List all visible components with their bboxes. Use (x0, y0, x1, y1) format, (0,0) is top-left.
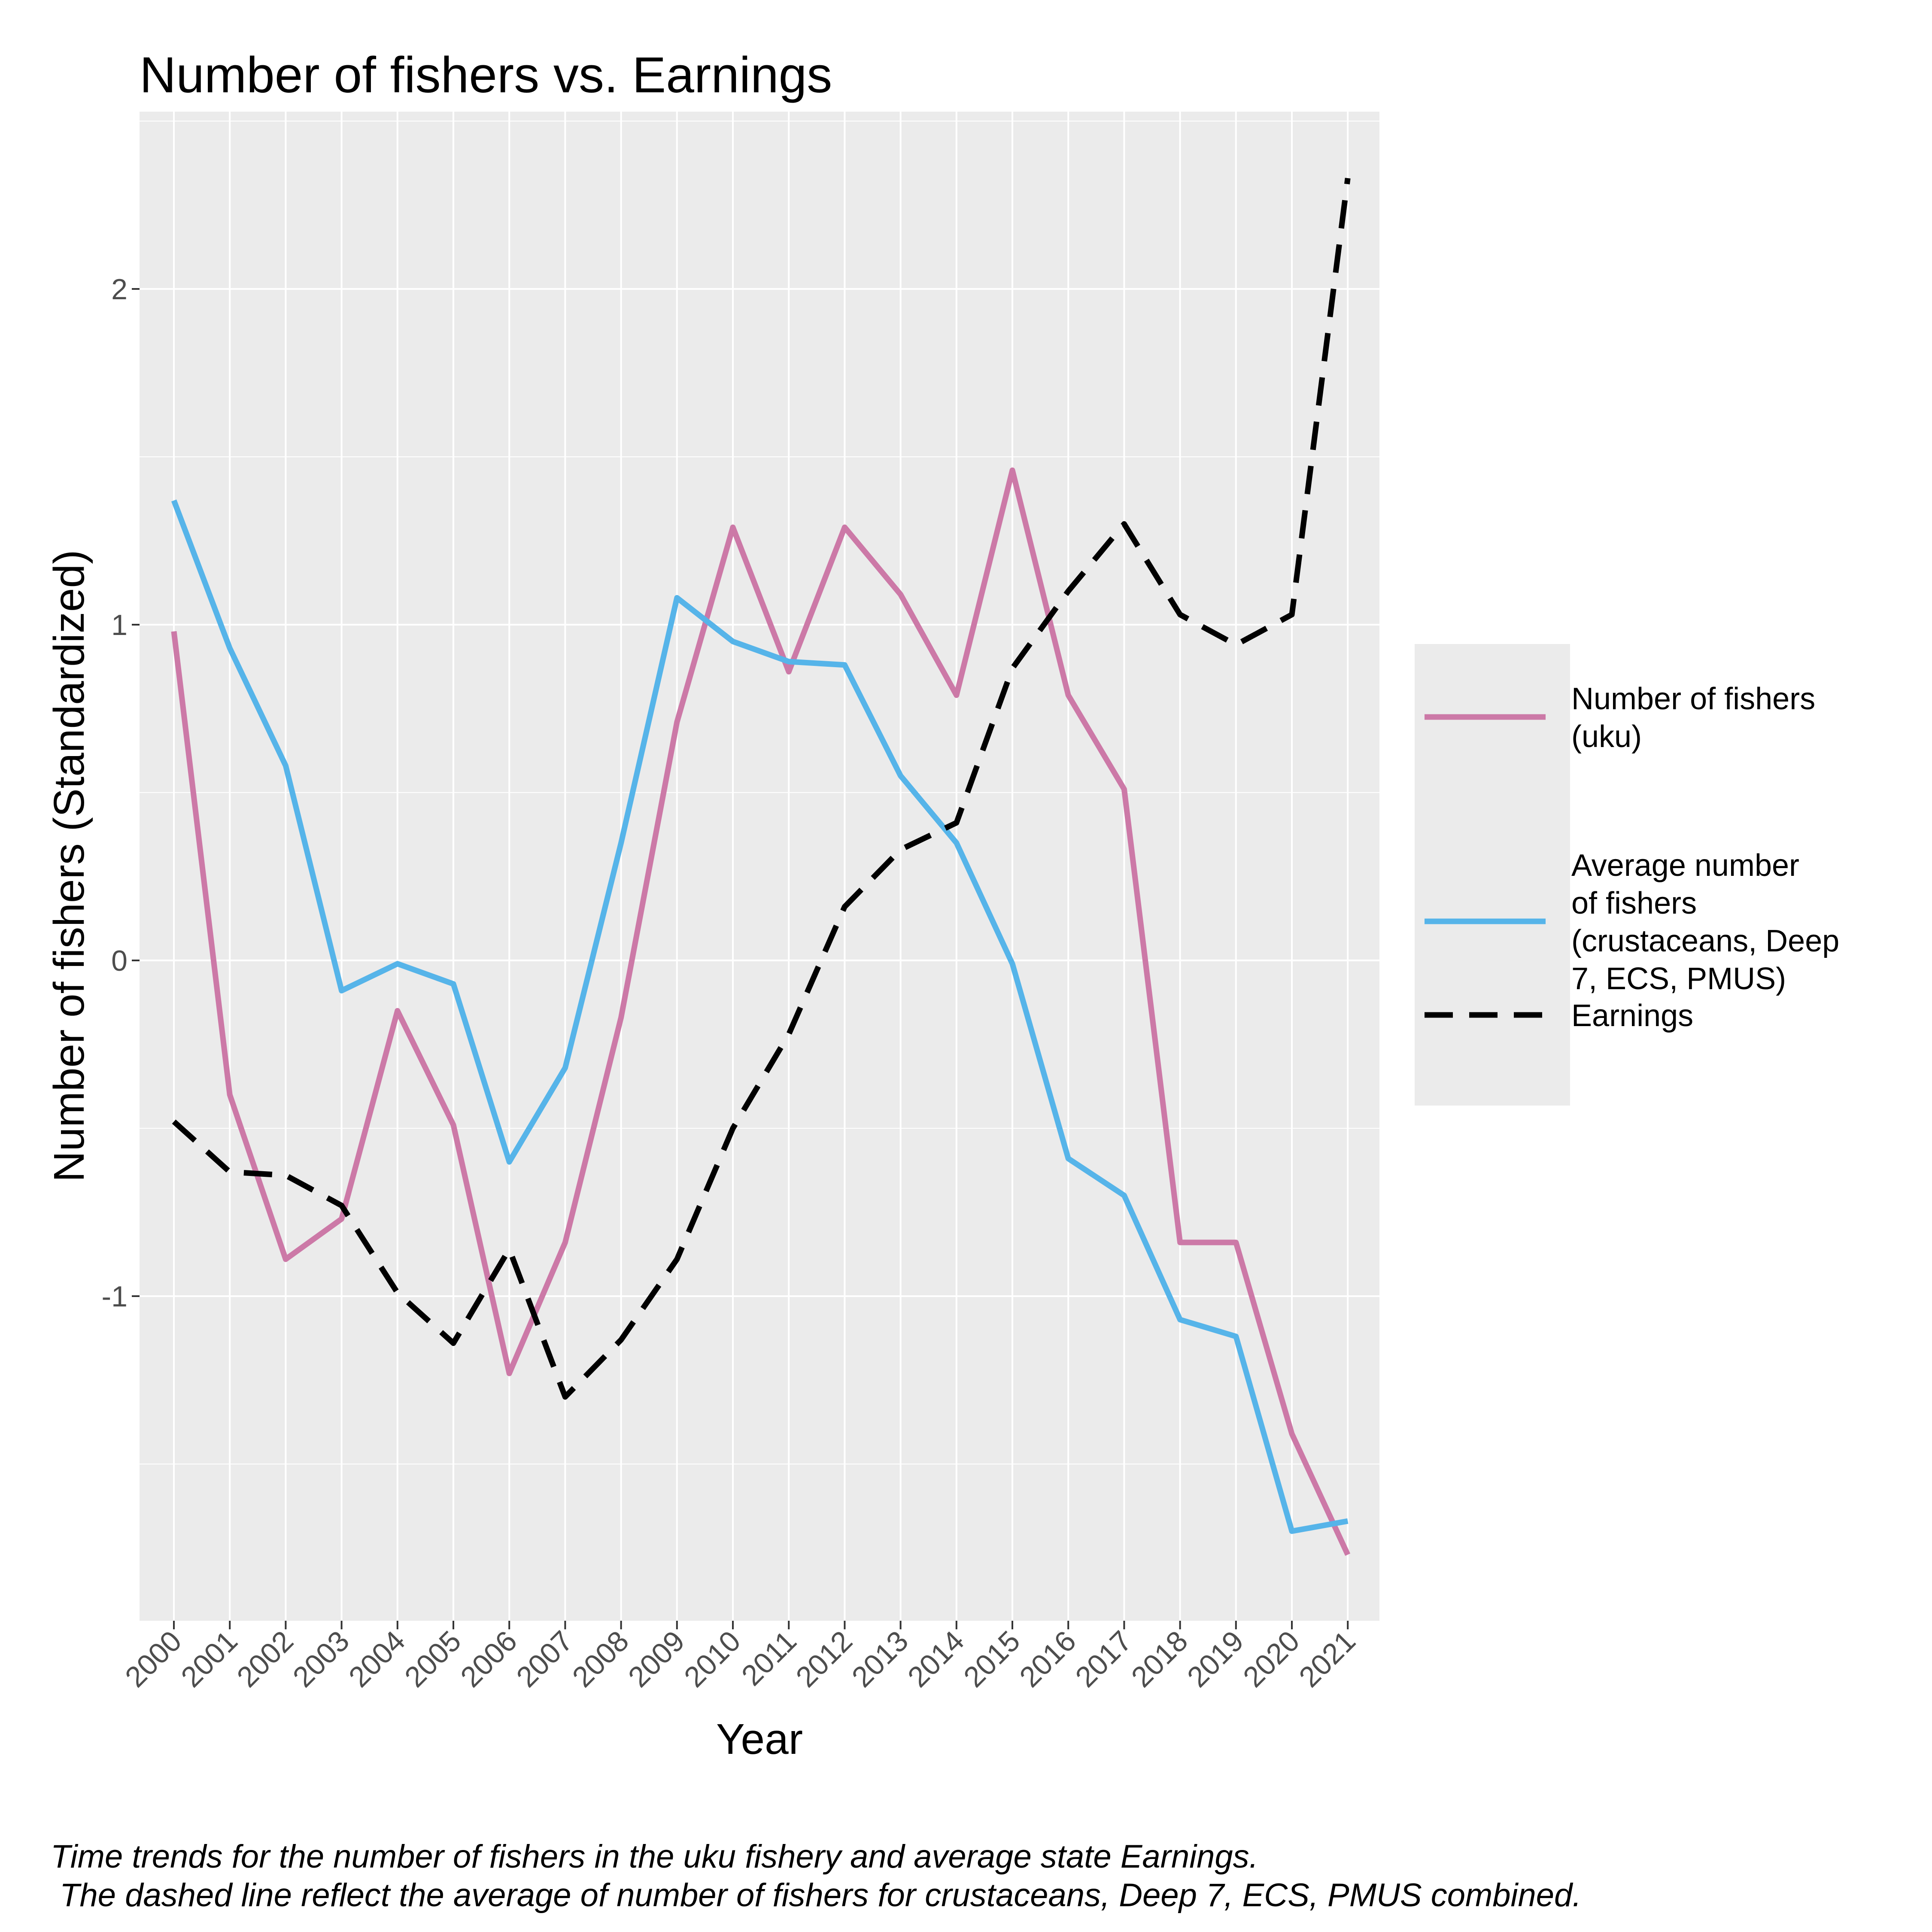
caption-line-2: The dashed line reflect the average of n… (51, 1877, 1581, 1914)
x-tick-label: 2000 (119, 1625, 188, 1694)
y-tick-label: 0 (111, 945, 128, 977)
grid-lines (140, 112, 1379, 1621)
x-tick-label: 2006 (454, 1625, 523, 1694)
x-tick-label: 2009 (622, 1625, 691, 1694)
x-tick-label: 2005 (398, 1625, 468, 1694)
legend-label-1: Number of fishers (uku) (1571, 682, 1815, 754)
x-tick-label: 2017 (1069, 1625, 1138, 1694)
x-axis: 2000200120022003200420052006200720082009… (119, 1621, 1362, 1694)
x-tick-label: 2018 (1125, 1625, 1194, 1694)
x-tick-label: 2020 (1237, 1625, 1306, 1694)
series-line-2 (171, 499, 1349, 1534)
x-tick-label: 2003 (286, 1625, 355, 1694)
x-tick-label: 2015 (957, 1625, 1027, 1694)
legend-background (1415, 644, 1570, 1106)
x-tick-label: 2016 (1013, 1625, 1082, 1694)
x-tick-label: 2012 (790, 1625, 859, 1694)
x-tick-label: 2014 (902, 1625, 971, 1694)
legend: Number of fishers (uku) Average number of f… (1415, 644, 1839, 1106)
x-tick-label: 2001 (175, 1625, 244, 1694)
x-tick-label: 2010 (678, 1625, 747, 1694)
x-tick-label: 2007 (510, 1625, 579, 1694)
x-tick-label: 2002 (231, 1625, 300, 1694)
series-line-1 (171, 467, 1351, 1556)
y-axis-title: Number of fishers (Standardized) (45, 550, 93, 1182)
series-line-3 (172, 178, 1351, 1400)
x-tick-label: 2019 (1181, 1625, 1250, 1694)
y-tick-label: 1 (111, 609, 128, 641)
x-tick-label: 2008 (566, 1625, 635, 1694)
legend-label-2: Average number of fishers (crustaceans, De… (1571, 848, 1839, 996)
plot-panel (140, 112, 1379, 1621)
x-tick-label: 2004 (343, 1625, 412, 1694)
x-tick-label: 2021 (1293, 1625, 1362, 1694)
caption-line-1: Time trends for the number of fishers in… (51, 1838, 1258, 1875)
y-tick-label: 2 (111, 273, 128, 306)
x-axis-title: Year (716, 1715, 803, 1763)
y-tick-label: -1 (102, 1280, 128, 1313)
legend-label-3: Earnings (1571, 999, 1693, 1033)
x-tick-label: 2011 (735, 1625, 803, 1692)
chart-title: Number of fishers vs. Earnings (140, 47, 832, 103)
series-layer (171, 178, 1351, 1556)
y-axis: -1 0 1 2 (102, 273, 140, 1313)
x-tick-label: 2013 (845, 1625, 914, 1694)
caption: Time trends for the number of fishers in… (51, 1838, 1581, 1914)
